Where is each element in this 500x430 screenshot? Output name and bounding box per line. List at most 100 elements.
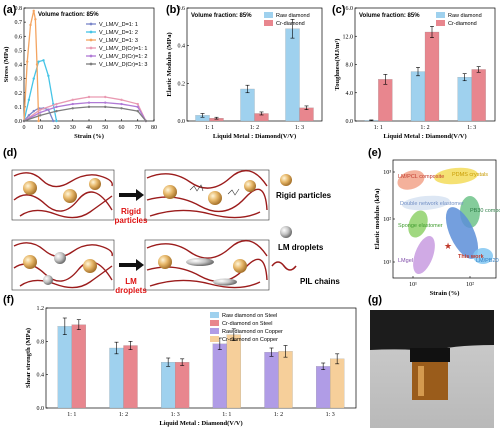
a-series-point bbox=[39, 111, 42, 114]
a-ytick-label: 0.2 bbox=[15, 91, 23, 97]
rigid-particle bbox=[244, 180, 256, 192]
f-xtick-label: 1: 2 bbox=[119, 412, 128, 418]
lm-droplet-stretched bbox=[186, 258, 214, 266]
f-xtick-label: 1: 2 bbox=[274, 412, 283, 418]
a-xtick-label: 50 bbox=[102, 125, 108, 131]
a-legend-marker bbox=[89, 30, 93, 34]
b-xtick-label: 1: 2 bbox=[250, 125, 259, 131]
f-ytick-label: 0.4 bbox=[37, 373, 45, 379]
rigid-label-line2: particles bbox=[115, 216, 148, 225]
f-bar bbox=[57, 326, 72, 409]
b-ytick-label: 0.2 bbox=[178, 81, 186, 87]
a-legend-label: V_LM/V_D=1: 2 bbox=[99, 30, 138, 36]
c-legend-label: Raw diamond bbox=[448, 13, 482, 19]
f-xtick-label: 1: 1 bbox=[222, 412, 231, 418]
c-x-axis-label: Liquid Metal : Diamond(V/V) bbox=[383, 133, 466, 140]
pil-chain bbox=[146, 169, 268, 189]
arrow-head-1 bbox=[136, 189, 144, 201]
a-series-point bbox=[104, 95, 107, 99]
a-series-point bbox=[71, 107, 74, 110]
vial-body bbox=[412, 362, 448, 400]
a-legend-marker bbox=[89, 22, 93, 26]
rigid-label-line1: Rigid bbox=[121, 207, 141, 216]
e-xtick-label: 10² bbox=[466, 282, 474, 288]
a-series-point bbox=[47, 74, 50, 78]
a-series-point bbox=[144, 119, 148, 123]
a-series-point bbox=[71, 102, 74, 106]
e-region bbox=[434, 167, 478, 185]
a-note: Volume fraction: 85% bbox=[38, 12, 99, 18]
a-series-point bbox=[26, 60, 29, 63]
f-legend-label: Cr-diamond on Copper bbox=[222, 337, 278, 343]
legend-pil-text: PIL chains bbox=[300, 277, 340, 286]
panel-label-c: (c) bbox=[332, 4, 346, 16]
a-ytick-label: 0.4 bbox=[15, 63, 23, 69]
b-legend-label: Raw diamond bbox=[276, 13, 310, 19]
c-bar bbox=[378, 79, 393, 122]
a-series-point bbox=[37, 119, 40, 123]
rigid-particle bbox=[233, 259, 247, 273]
b-ytick-label: 0.0 bbox=[178, 119, 186, 125]
panel-label-f: (f) bbox=[3, 294, 14, 306]
a-series-point bbox=[27, 114, 31, 117]
e-region bbox=[413, 235, 435, 275]
a-xtick-label: 70 bbox=[135, 125, 141, 131]
pil-chain bbox=[13, 172, 113, 188]
f-xtick-label: 1: 3 bbox=[171, 412, 180, 418]
a-ytick-label: 0.5 bbox=[15, 48, 23, 54]
legend-rigid-text: Rigid particles bbox=[276, 191, 332, 200]
vial-highlight bbox=[418, 366, 424, 396]
e-region-label: PB30 composite bbox=[470, 208, 500, 214]
a-series-point bbox=[32, 77, 35, 80]
arrow-head-2 bbox=[136, 259, 144, 271]
a-series-point bbox=[55, 105, 58, 109]
b-bar bbox=[240, 88, 255, 122]
e-ytick-label: 10¹ bbox=[383, 260, 391, 266]
vial-cap bbox=[410, 348, 450, 362]
rigid-particle bbox=[158, 255, 172, 269]
f-bar bbox=[161, 362, 176, 409]
b-y-axis-label: Elastic Modulus (MPa) bbox=[166, 32, 173, 96]
e-y-axis-label: Elastic modulus (kPa) bbox=[374, 188, 381, 249]
a-series-point bbox=[136, 102, 139, 106]
a-ytick-label: 0.1 bbox=[15, 105, 23, 111]
e-region-label: PDMS crystals bbox=[452, 172, 488, 178]
c-ytick-label: 12.0 bbox=[343, 34, 354, 40]
a-series-point bbox=[39, 114, 42, 117]
a-series-point bbox=[120, 102, 123, 106]
b-ytick-label: 0.6 bbox=[178, 6, 186, 12]
f-bar bbox=[175, 362, 190, 409]
e-ytick-label: 10³ bbox=[383, 170, 391, 176]
c-bar bbox=[457, 77, 472, 122]
rigid-particle bbox=[89, 178, 101, 190]
f-legend-label: Raw diamond on Copper bbox=[222, 329, 283, 335]
a-ytick-label: 0.3 bbox=[15, 77, 23, 83]
e-region bbox=[408, 210, 428, 238]
a-xtick-label: 0 bbox=[23, 125, 26, 131]
a-ytick-label: 0.8 bbox=[15, 6, 23, 12]
lm-label-line2: droplets bbox=[115, 286, 147, 295]
a-series-point bbox=[136, 109, 139, 113]
photo-panel bbox=[370, 310, 494, 428]
a-legend-label: V_LM/V_D(Cr)=1: 2 bbox=[99, 54, 147, 60]
rigid-particle bbox=[23, 181, 37, 195]
a-series-point bbox=[55, 119, 58, 123]
b-legend-label: Cr-diamond bbox=[276, 21, 305, 27]
a-series-point bbox=[104, 101, 107, 104]
a-series-point bbox=[52, 119, 55, 123]
a-series-line bbox=[23, 101, 147, 122]
a-legend-marker bbox=[89, 54, 93, 58]
c-y-axis-label: Toughness(MJ/m³) bbox=[334, 39, 341, 91]
f-legend-swatch bbox=[210, 328, 219, 334]
c-bar bbox=[410, 71, 426, 122]
f-ytick-label: 0.8 bbox=[37, 339, 45, 345]
rigid-particle bbox=[63, 189, 77, 203]
f-legend-label: Raw diamond on Steel bbox=[222, 313, 277, 319]
f-bar bbox=[123, 345, 138, 409]
f-x-axis-label: Liquid Metal : Diamond(V/V) bbox=[159, 420, 242, 427]
a-legend-label: V_LM/V_D=1: 3 bbox=[99, 38, 138, 44]
a-ytick-label: 0.6 bbox=[15, 34, 23, 40]
c-xtick-label: 1: 1 bbox=[374, 125, 383, 131]
lm-label-line1: LM bbox=[125, 277, 137, 286]
